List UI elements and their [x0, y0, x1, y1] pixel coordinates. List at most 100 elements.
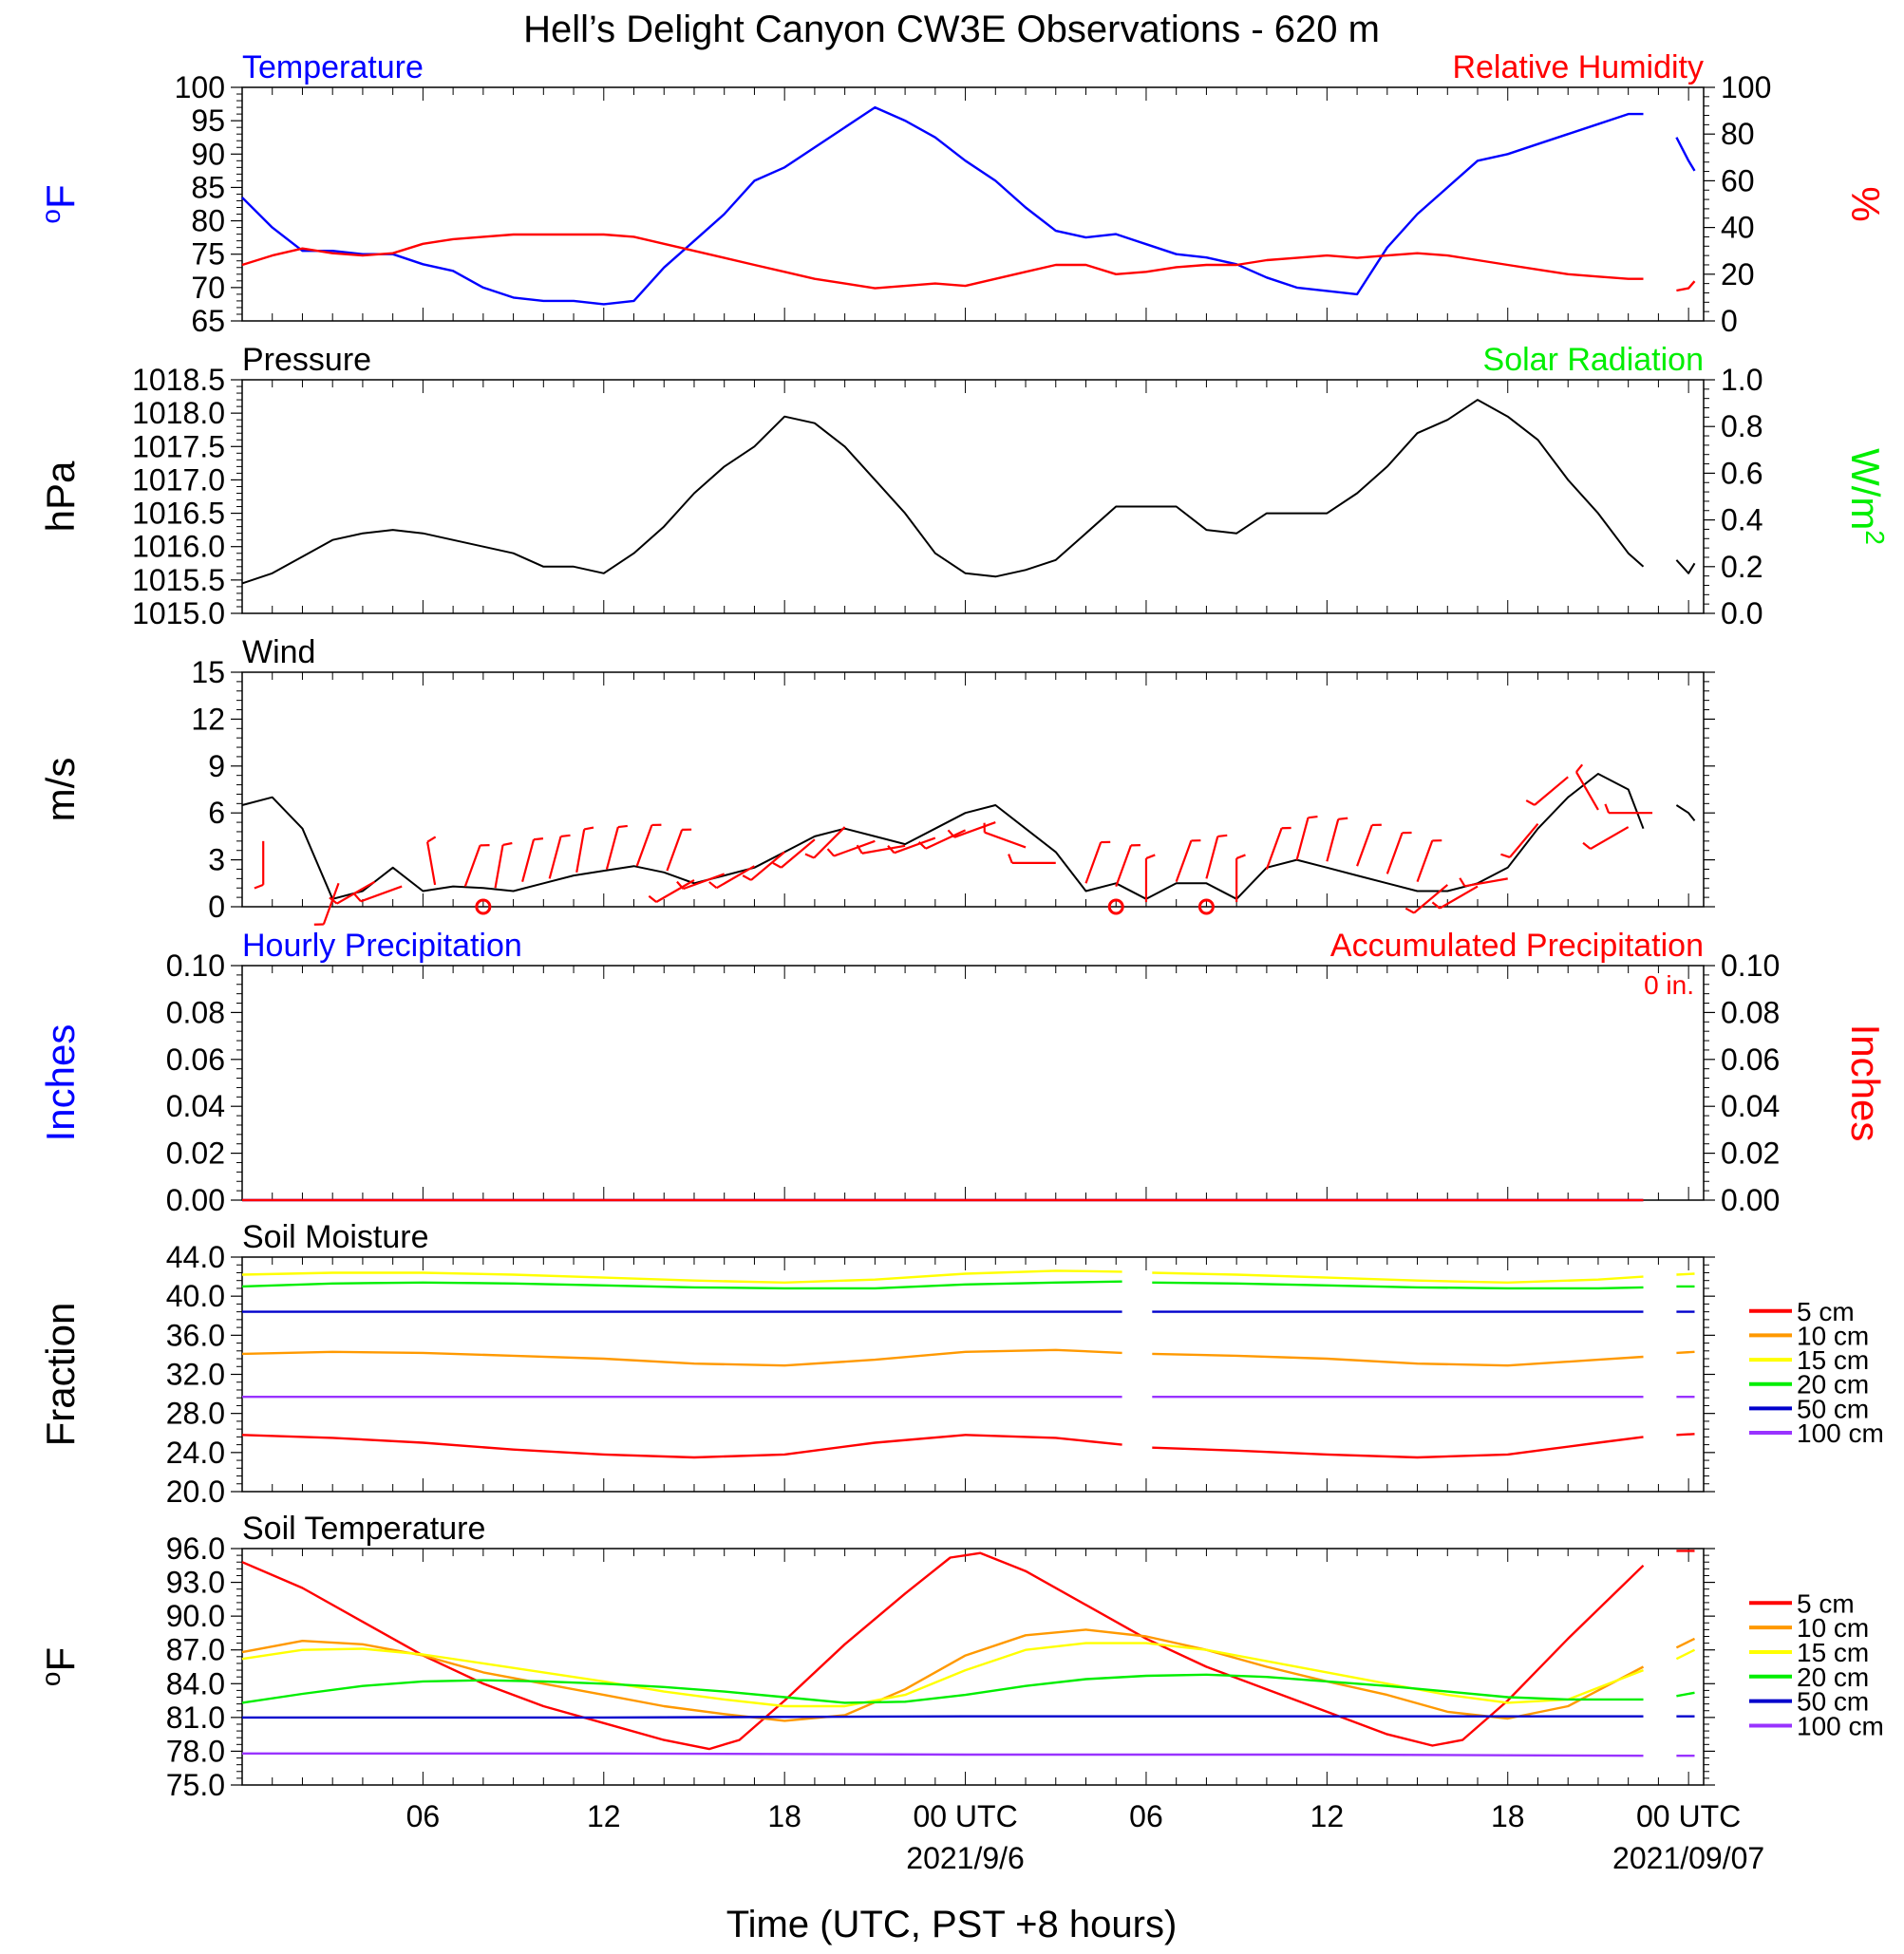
wind-barb — [894, 836, 936, 855]
y-tick-label-right: 60 — [1721, 163, 1755, 197]
wind-barb-flag — [1235, 854, 1246, 860]
wind-barb-flag — [648, 894, 657, 903]
series-line-temperature — [241, 105, 1644, 306]
legend-label: 100 cm — [1797, 1711, 1884, 1740]
y-tick-label-left: 90 — [191, 137, 225, 171]
wind-barb-flag — [1404, 907, 1415, 914]
wind-barb-flag — [533, 837, 544, 841]
panel-frame — [241, 86, 1705, 322]
panel-left-title: Wind — [242, 634, 315, 670]
wind-barb — [605, 826, 619, 870]
y-tick-label-left: 1015.0 — [132, 596, 225, 630]
wind-barb-flag — [1008, 854, 1013, 864]
wind-barb-flag — [353, 893, 362, 903]
y-tick-label-left: 0.04 — [166, 1089, 225, 1123]
y-tick-label-left: 1018.0 — [132, 396, 225, 430]
wind-barb-flag — [676, 880, 685, 890]
y-tick-label-left: 95 — [191, 103, 225, 138]
wind-barb — [1265, 827, 1283, 870]
y-tick-label-right: 100 — [1721, 70, 1771, 104]
legend-label: 5 cm — [1797, 1297, 1855, 1326]
legend-label: 15 cm — [1797, 1345, 1869, 1375]
y-tick-label-left: 40.0 — [166, 1279, 225, 1313]
wind-barb-flag — [254, 883, 264, 890]
y-tick-label-left: 75 — [191, 237, 225, 272]
series-line-wind — [1675, 804, 1696, 822]
y-tick-label-left: 12 — [191, 702, 225, 736]
y-tick-label-right: 0.04 — [1721, 1089, 1780, 1123]
y-tick-label-right: 0.08 — [1721, 995, 1780, 1029]
series-line-20-cm — [241, 1673, 1644, 1704]
y-tick-label-left: 1015.5 — [132, 563, 225, 597]
y-tick-label-left: 1017.5 — [132, 429, 225, 463]
wind-barb — [548, 836, 562, 879]
wind-barb-flag — [1582, 841, 1592, 850]
wind-barb — [925, 829, 967, 850]
y-tick-label-left: 24.0 — [166, 1436, 225, 1470]
wind-barb-flag — [708, 881, 718, 890]
series-line-15-cm — [241, 1642, 1644, 1708]
y-tick-label-left: 44.0 — [166, 1240, 225, 1274]
legend-label: 10 cm — [1797, 1321, 1869, 1350]
y-axis-title-right: W/m2 — [1843, 448, 1891, 545]
series-line-10-cm — [1676, 1350, 1695, 1355]
panel-right-title: Relative Humidity — [1452, 49, 1704, 85]
calm-wind-marker — [475, 898, 492, 915]
wind-barb-flag — [1338, 817, 1348, 820]
panel-right-title: Solar Radiation — [1483, 342, 1704, 378]
panel-precip: 0.00 0.02 0.04 0.06 0.08 0.10 0.00 0.02 0.04 0.06… — [38, 928, 1888, 1217]
wind-barb-flag — [1431, 901, 1441, 910]
chart-title: Hell’s Delight Canyon CW3E Observations … — [523, 9, 1380, 50]
x-tick-label: 18 — [1491, 1799, 1525, 1833]
legend-label: 20 cm — [1797, 1663, 1869, 1692]
wind-barb — [1386, 832, 1404, 874]
wind-barb — [813, 826, 846, 859]
y-tick-label-left: 0.08 — [166, 995, 225, 1029]
x-tick-label: 06 — [1129, 1799, 1163, 1833]
panel-right-title: Accumulated Precipitation — [1330, 928, 1704, 964]
y-tick-label-right: 0.8 — [1721, 409, 1763, 443]
panel-frame — [241, 379, 1705, 614]
wind-barb — [1464, 877, 1508, 888]
y-axis-title-left: oF — [36, 184, 84, 223]
wind-barb-flag — [772, 861, 782, 869]
series-line-10-cm — [241, 1628, 1645, 1722]
x-axis-label: Time (UTC, PST +8 hours) — [726, 1904, 1178, 1945]
wind-barb-flag — [617, 824, 628, 829]
wind-barb-flag — [426, 836, 437, 843]
y-tick-label-left: 1016.0 — [132, 530, 225, 564]
wind-barb — [683, 873, 726, 891]
y-tick-label-left: 9 — [208, 749, 225, 783]
wind-barb — [780, 838, 816, 869]
wind-barb-flag — [1604, 803, 1611, 814]
y-axis-title-left: oF — [36, 1647, 84, 1686]
wind-barb — [953, 821, 996, 838]
series-line-20-cm — [1676, 1691, 1695, 1698]
wind-barb — [521, 838, 536, 882]
x-tick-label: 18 — [767, 1799, 801, 1833]
y-tick-label-left: 3 — [208, 843, 225, 877]
y-tick-label-left: 84.0 — [166, 1666, 225, 1700]
wind-barb — [1439, 885, 1479, 910]
y-tick-label-left: 90.0 — [166, 1599, 225, 1633]
series-line-pressure — [1675, 559, 1696, 574]
y-tick-label-left: 1018.5 — [132, 363, 225, 397]
panel-wind: 0 3 6 9 12 15 Wind m/s — [38, 634, 1715, 926]
wind-barb — [1356, 824, 1373, 867]
wind-barb — [655, 879, 695, 903]
wind-barb-flag — [1145, 854, 1156, 860]
panel-left-title: Pressure — [242, 342, 371, 378]
wind-barb-flag — [742, 874, 752, 881]
y-tick-label-left: 6 — [208, 796, 225, 830]
panel-frame — [241, 1548, 1705, 1786]
series-line-5-cm — [241, 1434, 1122, 1459]
wind-barb-flag — [856, 844, 863, 855]
y-tick-label-left: 28.0 — [166, 1397, 225, 1431]
panel-soil_temperature: 75.078.081.084.087.090.093.096.0 Soil Tem… — [36, 1511, 1884, 1875]
legend-label: 20 cm — [1797, 1370, 1869, 1400]
panel-left-title: Soil Temperature — [242, 1511, 485, 1547]
panel-frame — [241, 1256, 1705, 1493]
wind-barb — [1509, 823, 1539, 858]
wind-barb — [833, 839, 876, 857]
